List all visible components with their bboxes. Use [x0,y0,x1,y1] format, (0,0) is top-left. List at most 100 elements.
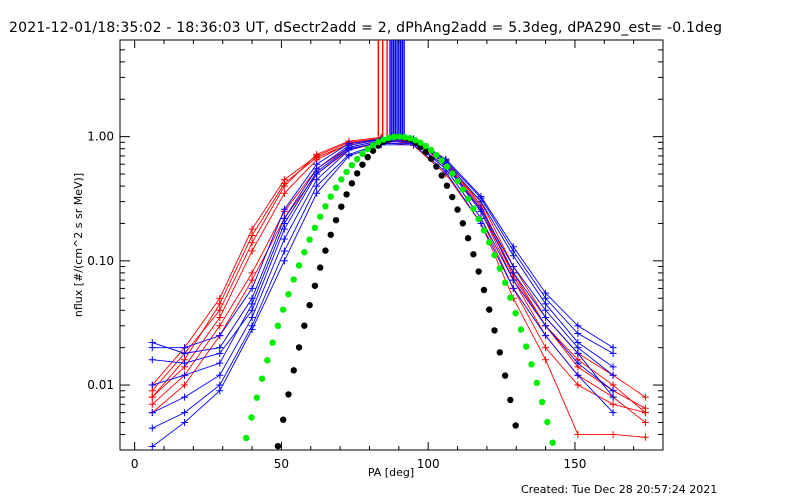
fit-curve-point [353,170,361,177]
fit-curve-point [475,268,482,275]
fit-curve-point [396,133,403,140]
x-tick-label: 100 [417,457,440,471]
fit-curve-point [285,391,292,398]
y-tick-label: 0.01 [87,378,114,392]
axis-ticks: 0 50 100 150 0.01 0.10 1.00 [87,40,663,471]
fit-curve-point [264,357,271,364]
fit-curve-point [443,182,451,189]
fit-curve-point [380,136,387,143]
fit-curve-point [269,339,276,346]
fit-curve-point [422,148,430,156]
y-tick-label: 0.10 [87,254,114,268]
blue-series-point [542,306,550,314]
blue-series-point [477,192,485,200]
blue-series-point [148,424,156,432]
x-axis-title: PA [deg] [368,466,414,479]
blue-series-point [509,284,517,292]
fit-curve-point [243,434,250,442]
fit-curve-point [322,247,329,254]
red-series-point [313,153,321,161]
fit-curve-point [311,224,319,232]
blue-series-point [313,182,321,190]
blue-series-point [574,330,582,338]
fit-curve-point [258,375,266,382]
blue-series-point [345,140,353,148]
created-timestamp: Created: Tue Dec 28 20:57:24 2021 [521,483,717,496]
fit-curve-point [454,206,461,213]
fit-curve-point [343,168,350,176]
red-series-point [280,179,288,187]
fit-curve-point [417,139,424,146]
fit-curve-point [491,327,498,334]
fit-curve-point [348,161,356,169]
fit-curve-point [501,372,509,379]
blue-series-point [574,322,582,330]
blue-series-point [345,152,353,160]
fit-curve-point [279,306,287,313]
blue-series-point [248,306,256,314]
blue-series-point [280,235,288,243]
red-series-point [542,356,550,364]
fit-curve-point [385,134,393,142]
fit-curve-point [306,301,313,309]
fit-curve-point [512,309,519,317]
fit-curve-point [364,153,371,161]
blue-series-point [181,371,189,379]
fit-curve-point [295,344,303,351]
fit-curve-point [512,422,519,429]
blue-series-point [280,219,288,227]
fit-curve-point [359,161,366,168]
fit-curve-point [359,150,366,157]
fit-curve-point [470,205,477,212]
fit-curve-point [364,145,371,153]
fit-curve-point [274,322,282,330]
fit-curve-point [538,398,546,406]
blue-series-line [152,140,614,414]
blue-series-point [542,313,550,321]
red-series-point [641,393,649,401]
red-series-point [248,232,256,239]
fit-curve-point [322,203,329,210]
red-series-point [248,247,256,255]
red-series-point [148,393,156,401]
blue-series-point [280,257,288,265]
red-series-point [574,430,582,438]
fit-curve-point [433,151,440,159]
blue-series-point [181,359,189,367]
red-series-point [609,430,617,438]
red-series-point [248,239,256,247]
blue-series-point [280,247,288,255]
fit-curve-point [274,442,282,450]
fit-curve-point [496,265,504,272]
blue-series-point [313,189,321,197]
red-series-point [641,409,649,417]
fit-curve-point [401,133,408,141]
blue-series-point [313,176,321,184]
fit-curve-point [480,227,488,234]
fit-curve-point [406,135,414,142]
blue-series-point [477,207,485,215]
fit-curve-point [348,180,356,187]
blue-series-point [248,300,256,308]
fit-curve-point [496,349,504,356]
blue-series-point [313,168,321,176]
fit-curve-point [290,276,297,283]
red-series-point [216,322,224,330]
fit-curve-point [533,379,540,387]
fit-curve-point [306,236,313,243]
fit-curve-point [517,326,525,333]
fit-curve-point [438,172,445,179]
red-series-point [148,400,156,408]
blue-series-point [216,387,224,395]
fit-curve-point [443,163,451,170]
fit-curve-point [338,176,345,183]
red-series-line [151,140,646,405]
fit-curve-point [301,322,308,329]
x-tick-label: 150 [563,457,586,471]
blue-series-point [574,349,582,357]
blue-series-point [609,409,617,417]
blue-series-point [609,363,617,371]
fit-curve-point [316,264,324,271]
fit-curve-point [486,306,493,313]
